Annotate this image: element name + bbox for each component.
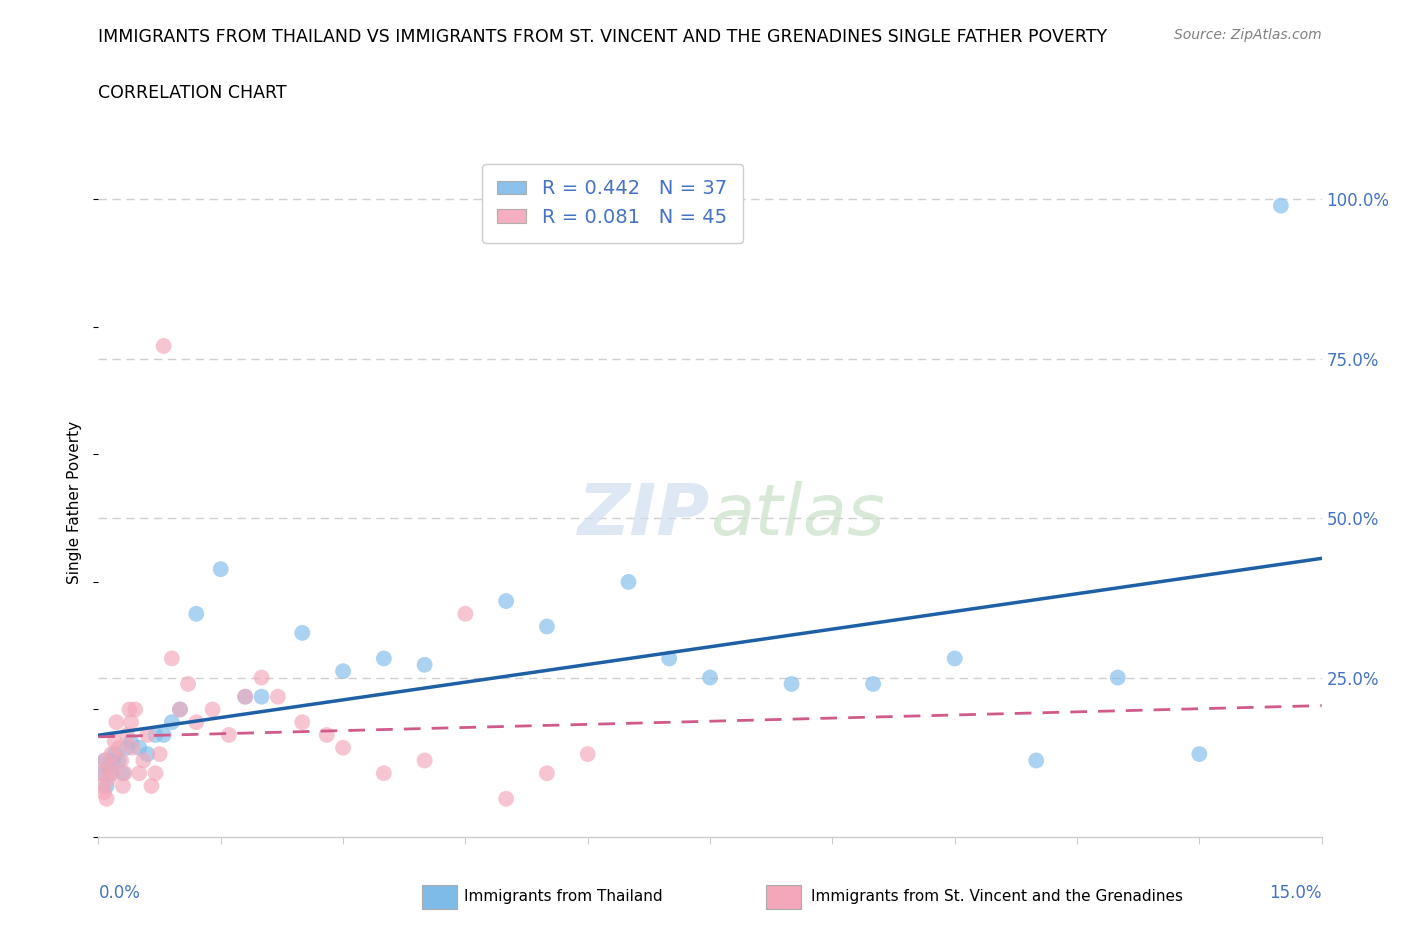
Point (617, 575, 640, 590)
Point (104, 747, 127, 762)
Point (1188, 747, 1211, 762)
Point (495, 791, 517, 806)
Point (96, 778, 118, 793)
Point (94, 753, 117, 768)
Point (862, 676, 884, 691)
Point (152, 727, 174, 742)
Point (128, 740, 150, 755)
Point (209, 562, 232, 577)
Point (114, 765, 136, 780)
Y-axis label: Single Father Poverty: Single Father Poverty (67, 420, 83, 584)
Point (101, 765, 124, 780)
Point (1270, 198, 1292, 213)
Point (332, 740, 354, 755)
Point (1025, 753, 1047, 768)
Point (108, 753, 131, 768)
Text: 0.0%: 0.0% (98, 884, 141, 902)
Point (121, 740, 143, 755)
Point (536, 765, 558, 780)
Point (120, 734, 142, 749)
Point (91, 778, 114, 793)
Point (201, 702, 224, 717)
Point (536, 619, 558, 634)
Point (291, 626, 314, 641)
Point (136, 727, 159, 742)
Point (105, 715, 128, 730)
Point (128, 765, 150, 780)
Point (118, 702, 141, 717)
Point (291, 715, 314, 730)
Point (89, 765, 111, 780)
Point (97, 760, 120, 775)
Text: Source: ZipAtlas.com: Source: ZipAtlas.com (1174, 28, 1322, 42)
Point (98, 760, 121, 775)
Point (160, 715, 183, 730)
Point (91, 765, 114, 780)
Text: CORRELATION CHART: CORRELATION CHART (98, 84, 287, 101)
Point (101, 753, 124, 768)
Point (96, 791, 118, 806)
Point (149, 747, 172, 762)
Text: ZIP: ZIP (578, 481, 710, 550)
Point (373, 765, 395, 780)
Point (120, 715, 142, 730)
Point (943, 651, 966, 666)
Point (115, 740, 138, 755)
Point (94, 753, 117, 768)
Text: atlas: atlas (710, 481, 884, 550)
Text: Immigrants from Thailand: Immigrants from Thailand (464, 889, 662, 904)
Text: Immigrants from St. Vincent and the Grenadines: Immigrants from St. Vincent and the Gren… (811, 889, 1184, 904)
Point (315, 727, 337, 742)
Point (145, 765, 167, 780)
Point (658, 651, 681, 666)
Point (373, 651, 395, 666)
Point (454, 606, 477, 621)
Point (495, 593, 517, 608)
Point (115, 727, 138, 742)
Text: IMMIGRANTS FROM THAILAND VS IMMIGRANTS FROM ST. VINCENT AND THE GRENADINES SINGL: IMMIGRANTS FROM THAILAND VS IMMIGRANTS F… (98, 28, 1108, 46)
Point (141, 778, 163, 793)
Point (186, 606, 208, 621)
Point (250, 689, 273, 704)
Point (332, 664, 354, 679)
Point (152, 339, 174, 353)
Point (233, 689, 256, 704)
Point (250, 671, 273, 685)
Legend: R = 0.442   N = 37, R = 0.081   N = 45: R = 0.442 N = 37, R = 0.081 N = 45 (482, 164, 742, 243)
Point (218, 727, 240, 742)
Point (169, 702, 191, 717)
Point (136, 747, 159, 762)
Point (160, 651, 183, 666)
Point (780, 676, 803, 691)
Point (108, 740, 131, 755)
Point (111, 765, 134, 780)
Text: 15.0%: 15.0% (1270, 884, 1322, 902)
Point (111, 778, 134, 793)
Point (413, 753, 436, 768)
Point (110, 753, 132, 768)
Point (576, 747, 599, 762)
Point (413, 658, 436, 672)
Point (100, 747, 122, 762)
Point (93, 785, 115, 800)
Point (104, 734, 127, 749)
Point (145, 727, 167, 742)
Point (1107, 671, 1129, 685)
Point (124, 702, 146, 717)
Point (169, 702, 191, 717)
Point (132, 753, 155, 768)
Point (233, 689, 256, 704)
Point (699, 671, 721, 685)
Point (177, 676, 200, 691)
Point (97, 772, 120, 787)
Point (100, 765, 122, 780)
Point (267, 689, 290, 704)
Point (186, 715, 208, 730)
